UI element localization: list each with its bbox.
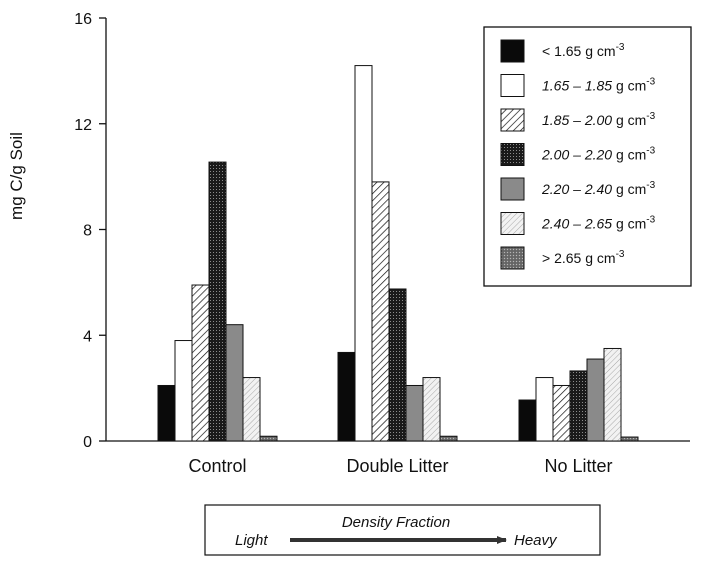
y-tick-label: 16 [74,11,92,28]
bar [174,340,193,442]
bar [552,384,571,442]
bar [535,377,554,442]
legend-exponent: -3 [646,111,655,122]
density-title: Density Fraction [342,514,450,531]
bar [388,288,407,442]
density-heavy-label: Heavy [514,532,558,549]
legend-swatch [500,143,525,166]
y-tick-label: 0 [83,434,92,451]
legend-exponent: -3 [616,42,625,53]
legend-entry: 2.00 – 2.20 g cm-3 [541,146,656,163]
bar [518,399,537,442]
x-category-label: Double Litter [346,456,448,476]
legend-unit: g cm [585,250,615,266]
legend-range: < 1.65 [542,43,582,59]
legend: < 1.65 g cm-31.65 – 1.85 g cm-31.85 – 2.… [483,26,692,287]
bar [620,436,639,442]
legend-swatch [500,108,525,132]
bar [337,351,356,442]
legend-exponent: -3 [646,146,655,157]
bars [157,65,639,442]
bar [405,384,424,442]
legend-range: 2.00 – 2.20 [541,147,612,163]
legend-exponent: -3 [646,180,655,191]
legend-entry: 1.85 – 2.00 g cm-3 [542,111,656,128]
bar [259,435,278,442]
legend-swatch [500,212,525,235]
legend-unit: g cm [616,78,646,94]
legend-range: 1.85 – 2.00 [542,112,612,128]
bar [569,370,588,442]
bar [603,347,622,442]
y-tick-label: 12 [74,117,92,134]
density-frame [204,504,601,556]
legend-swatch [500,177,525,201]
legend-unit: g cm [616,147,646,163]
y-axis-label: mg C/g Soil [7,132,26,220]
bar [371,181,390,442]
y-ticks: 0 4 8 12 16 [74,11,106,451]
bar [242,377,261,442]
legend-entry: < 1.65 g cm-3 [542,42,625,59]
y-tick-label: 8 [83,223,92,240]
x-category-label: No Litter [544,456,612,476]
legend-unit: g cm [616,216,646,232]
density-fraction-box: Density Fraction Light Heavy [204,504,601,556]
x-category-label: Control [188,456,246,476]
bar [157,384,176,442]
bar [225,324,244,442]
legend-swatch [500,39,525,63]
legend-exponent: -3 [646,77,655,88]
legend-unit: g cm [616,112,646,128]
legend-entry: 2.40 – 2.65 g cm-3 [541,215,656,232]
legend-entry: 1.65 – 1.85 g cm-3 [542,77,656,94]
legend-unit: g cm [585,43,615,59]
legend-entry: 2.20 – 2.40 g cm-3 [541,180,656,197]
legend-range: > 2.65 [542,250,582,266]
bar [422,377,441,442]
legend-range: 1.65 – 1.85 [542,78,612,94]
legend-exponent: -3 [646,215,655,226]
bar [439,435,458,442]
legend-range: 2.40 – 2.65 [541,216,612,232]
bar [586,358,605,442]
legend-entry: > 2.65 g cm-3 [542,249,625,266]
bar [208,161,227,442]
bar [354,65,373,442]
legend-range: 2.20 – 2.40 [541,181,612,197]
legend-swatch [500,74,525,97]
legend-exponent: -3 [616,249,625,260]
x-category-labels: Control Double Litter No Litter [188,456,612,476]
y-tick-label: 4 [83,328,92,345]
density-light-label: Light [235,532,268,549]
legend-swatch [500,246,525,270]
bar [191,284,210,442]
legend-unit: g cm [616,181,646,197]
